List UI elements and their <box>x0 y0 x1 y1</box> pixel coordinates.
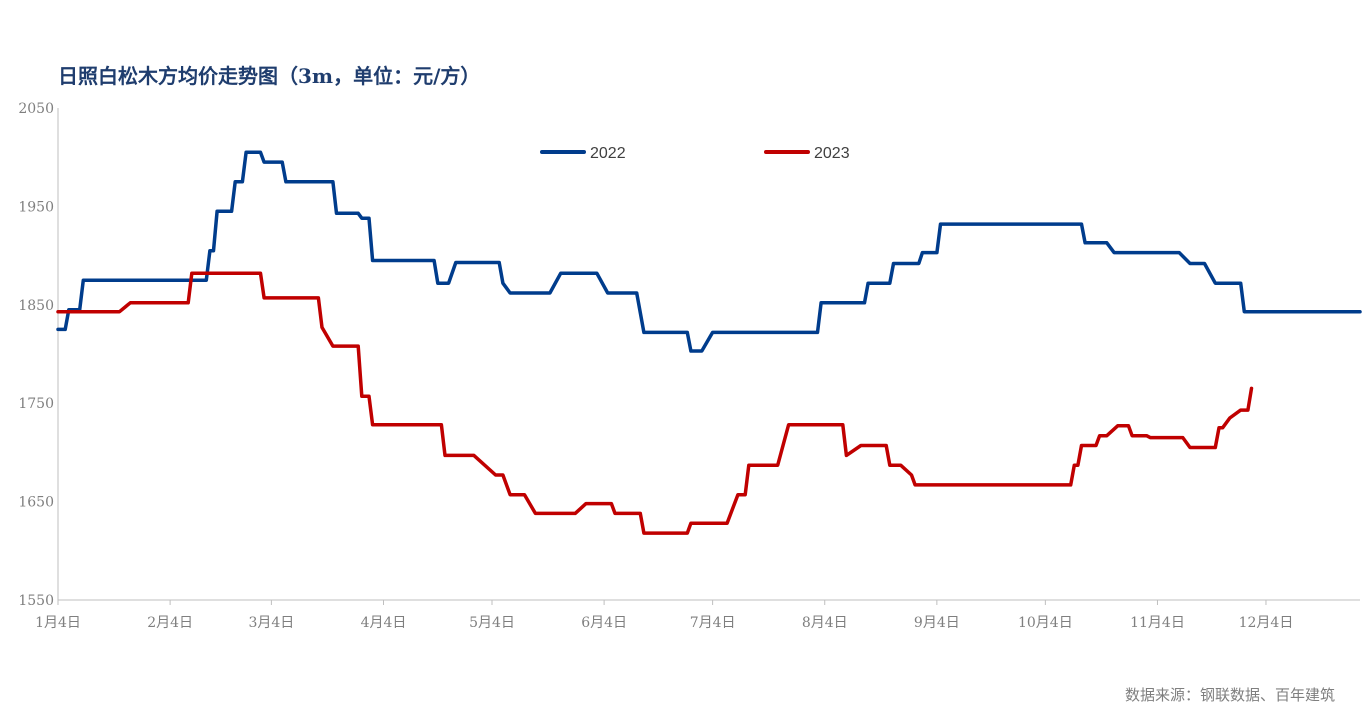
x-tick-label-7: 7月4日 <box>690 615 736 631</box>
x-tick-labels: 1月4日 2月4日 3月4日 4月4日 5月4日 6月4日 7月4日 8月4日 9月4日 10月4… <box>35 615 1293 631</box>
x-tick-label-6: 6月4日 <box>581 615 627 631</box>
x-tick-label-10: 10月4日 <box>1018 615 1073 631</box>
y-axis: 1550 1650 1750 1850 1950 2050 <box>18 101 59 609</box>
x-tick-label-8: 8月4日 <box>802 615 848 631</box>
y-tick-label-1750: 1750 <box>18 396 54 412</box>
series-line-2023 <box>56 271 1254 535</box>
chart-title: 日照白松木方均价走势图（3m，单位：元/方） <box>58 64 481 88</box>
x-tick-label-2: 2月4日 <box>147 615 193 631</box>
y-tick-label-1850: 1850 <box>18 298 54 314</box>
legend: 2022 2023 <box>540 145 850 162</box>
series-lines <box>56 150 1362 535</box>
x-tick-label-3: 3月4日 <box>248 615 294 631</box>
x-axis: 1月4日 2月4日 3月4日 4月4日 5月4日 6月4日 7月4日 8月4日 9月4日 10月4… <box>35 599 1360 631</box>
x-tick-label-5: 5月4日 <box>469 615 515 631</box>
series-line-2022 <box>56 150 1362 353</box>
legend-label-2022: 2022 <box>590 145 626 162</box>
x-tick-label-11: 11月4日 <box>1130 615 1185 631</box>
y-tick-label-1950: 1950 <box>18 199 54 215</box>
source-note: 数据来源：钢联数据、百年建筑 <box>1124 686 1335 704</box>
x-tick-label-1: 1月4日 <box>35 615 81 631</box>
x-tick-label-9: 9月4日 <box>914 615 960 631</box>
x-tick-label-12: 12月4日 <box>1239 615 1294 631</box>
legend-label-2023: 2023 <box>814 145 850 162</box>
y-tick-label-1650: 1650 <box>18 495 54 511</box>
x-tick-label-4: 4月4日 <box>361 615 407 631</box>
y-tick-labels: 1550 1650 1750 1850 1950 2050 <box>18 101 54 609</box>
y-tick-label-1550: 1550 <box>18 593 54 609</box>
x-tick-marks <box>57 600 1267 605</box>
y-tick-label-2050: 2050 <box>18 101 54 117</box>
